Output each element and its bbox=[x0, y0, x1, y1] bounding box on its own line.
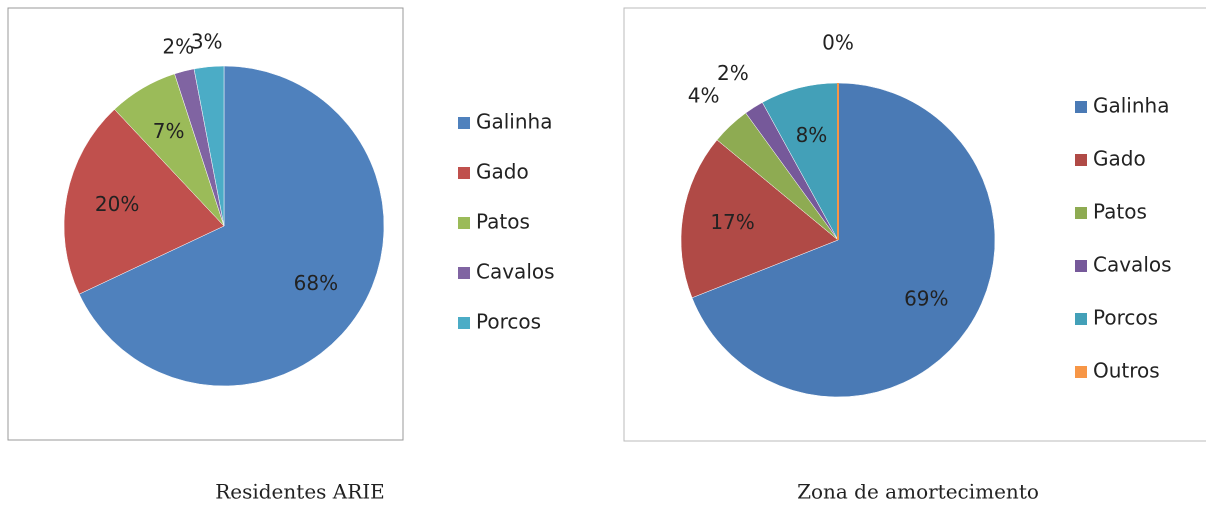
data-label: 69% bbox=[904, 287, 948, 311]
legend-label: Gado bbox=[476, 160, 529, 184]
legend-swatch bbox=[1075, 260, 1087, 272]
data-label: 2% bbox=[162, 34, 194, 58]
legend-label: Outros bbox=[1093, 359, 1160, 383]
legend-swatch bbox=[1075, 366, 1087, 378]
pie-slice bbox=[680, 139, 839, 299]
data-label: 0% bbox=[822, 30, 854, 54]
legend-swatch bbox=[458, 317, 470, 329]
legend-label: Cavalos bbox=[1093, 253, 1172, 277]
chart-title: Zona de amortecimento bbox=[797, 480, 1039, 504]
data-label: 8% bbox=[796, 123, 828, 147]
legend-label: Porcos bbox=[1093, 306, 1158, 330]
legend-label: Cavalos bbox=[476, 260, 555, 284]
data-label: 17% bbox=[710, 210, 754, 234]
legend-swatch bbox=[1075, 207, 1087, 219]
legend-swatch bbox=[458, 117, 470, 129]
data-label: 2% bbox=[717, 61, 749, 85]
legend-swatch bbox=[1075, 101, 1087, 113]
legend-label: Galinha bbox=[476, 110, 552, 134]
pie-slice bbox=[78, 65, 385, 387]
data-label: 7% bbox=[153, 119, 185, 143]
legend-swatch bbox=[458, 217, 470, 229]
legend-label: Galinha bbox=[1093, 94, 1169, 118]
legend-swatch bbox=[1075, 313, 1087, 325]
pie-slice bbox=[691, 82, 996, 398]
data-label: 4% bbox=[688, 83, 720, 107]
data-label: 68% bbox=[294, 271, 338, 295]
legend-swatch bbox=[458, 267, 470, 279]
data-label: 20% bbox=[95, 192, 139, 216]
pie-slice bbox=[63, 109, 225, 295]
legend-label: Patos bbox=[476, 210, 530, 234]
chart-title: Residentes ARIE bbox=[215, 480, 385, 504]
pie-slice bbox=[193, 65, 225, 227]
data-label: 3% bbox=[191, 29, 223, 53]
legend-label: Porcos bbox=[476, 310, 541, 334]
legend-label: Gado bbox=[1093, 147, 1146, 171]
legend-label: Patos bbox=[1093, 200, 1147, 224]
legend-swatch bbox=[458, 167, 470, 179]
legend-swatch bbox=[1075, 154, 1087, 166]
